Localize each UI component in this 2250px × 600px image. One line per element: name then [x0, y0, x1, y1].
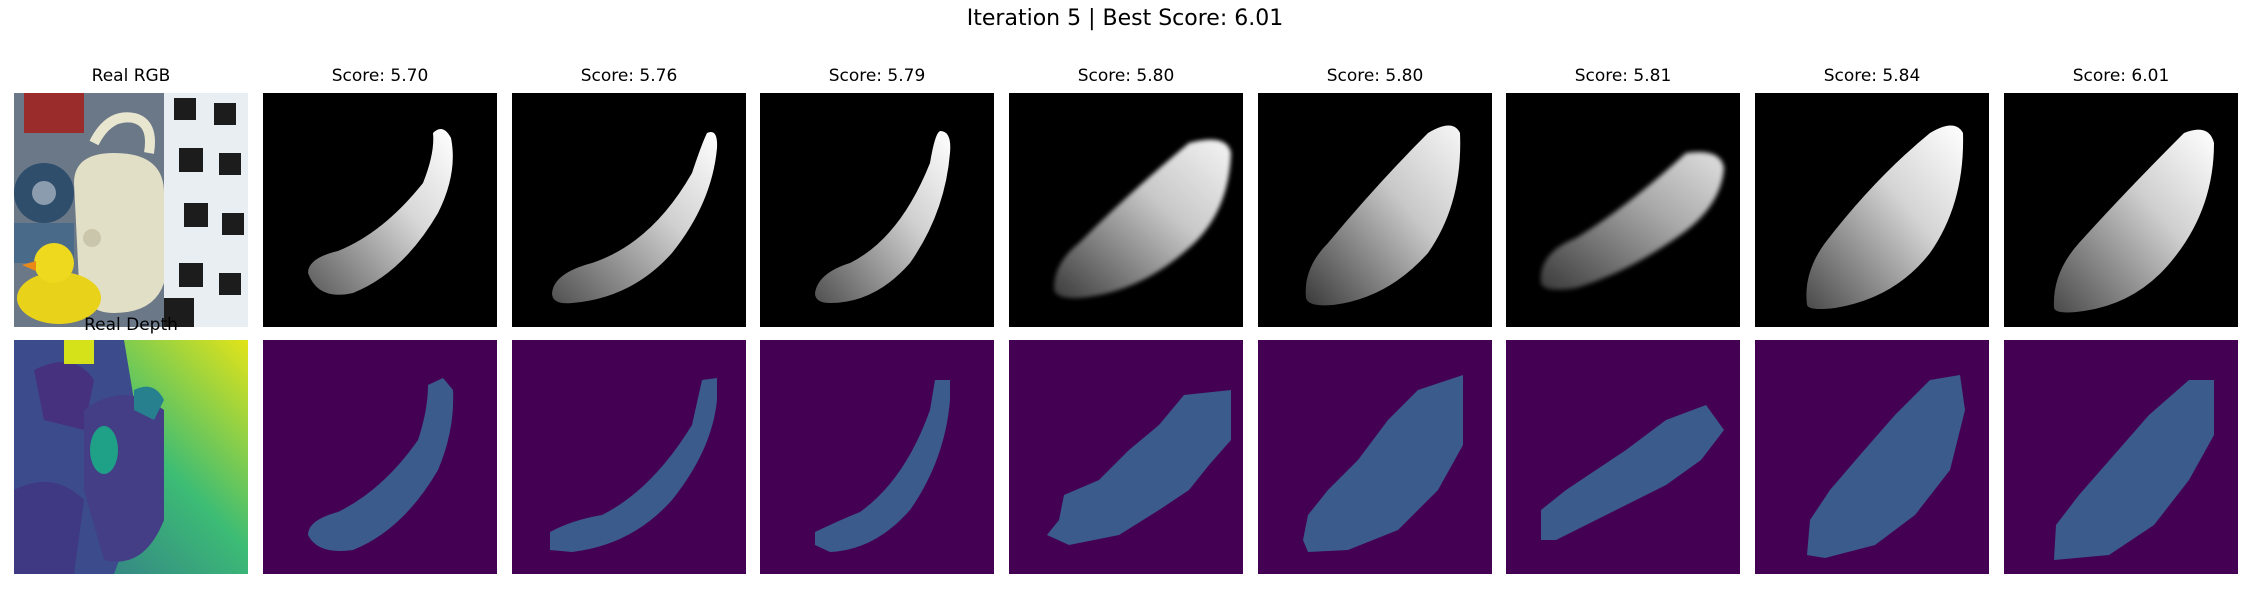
render-score-label: Score: 5.81	[1574, 66, 1672, 86]
render-score-label: Score: 5.79	[828, 66, 926, 86]
real-rgb-image	[14, 93, 248, 327]
render-score-label: Score: 5.84	[1823, 66, 1921, 86]
rendered-rgb-image	[1506, 93, 1740, 327]
real-depth-image	[14, 340, 248, 574]
rendered-depth-image	[1755, 340, 1989, 574]
rendered-depth-image	[760, 340, 994, 574]
render-score-label: Score: 5.80	[1326, 66, 1424, 86]
real-depth-title: Real Depth	[84, 315, 178, 335]
rendered-rgb-image	[1009, 93, 1243, 327]
rendered-depth-image	[1258, 340, 1492, 574]
render-score-label: Score: 5.80	[1077, 66, 1175, 86]
real-rgb-title: Real RGB	[91, 66, 171, 86]
rendered-depth-image	[2004, 340, 2238, 574]
render-score-label: Score: 5.76	[580, 66, 678, 86]
figure-title: Iteration 5 | Best Score: 6.01	[966, 6, 1284, 31]
rendered-depth-image	[1506, 340, 1740, 574]
rendered-rgb-image	[512, 93, 746, 327]
render-score-label: Score: 6.01	[2072, 66, 2170, 86]
render-score-label: Score: 5.70	[331, 66, 429, 86]
rendered-depth-image	[512, 340, 746, 574]
rendered-rgb-image	[1755, 93, 1989, 327]
rendered-rgb-image	[2004, 93, 2238, 327]
rendered-rgb-image	[263, 93, 497, 327]
rendered-depth-image	[263, 340, 497, 574]
rendered-rgb-image	[1258, 93, 1492, 327]
rendered-depth-image	[1009, 340, 1243, 574]
rendered-rgb-image	[760, 93, 994, 327]
